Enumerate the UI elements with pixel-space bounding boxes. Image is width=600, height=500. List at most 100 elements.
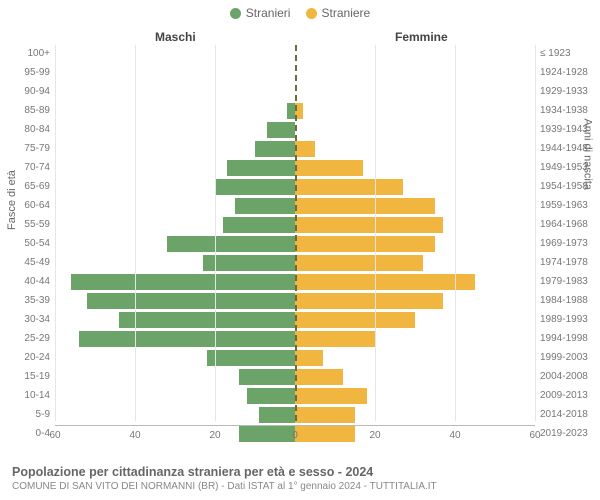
birth-label: 2014-2018 (540, 409, 595, 420)
bar-female (295, 407, 355, 423)
bar-female (295, 160, 363, 176)
birth-label: 1984-1988 (540, 295, 595, 306)
bar-female (295, 350, 323, 366)
bar-female (295, 331, 375, 347)
bar-female (295, 141, 315, 157)
legend-item-stranieri: Stranieri (230, 6, 291, 20)
birth-label: 1979-1983 (540, 276, 595, 287)
x-tick: 40 (443, 430, 467, 441)
chart-subtitle: COMUNE DI SAN VITO DEI NORMANNI (BR) - D… (12, 481, 588, 492)
age-label: 90-94 (5, 86, 50, 97)
birth-label: 1944-1948 (540, 143, 595, 154)
gridline (375, 45, 376, 421)
bar-female (295, 312, 415, 328)
x-tick: 40 (123, 430, 147, 441)
x-axis: 6040200204060 (55, 425, 535, 445)
bar-female (295, 198, 435, 214)
birth-label: 2004-2008 (540, 371, 595, 382)
bar-male (227, 160, 295, 176)
bar-male (247, 388, 295, 404)
age-label: 40-44 (5, 276, 50, 287)
bar-male (223, 217, 295, 233)
heading-males: Maschi (155, 30, 196, 44)
age-label: 60-64 (5, 200, 50, 211)
bar-male (119, 312, 295, 328)
bar-male (87, 293, 295, 309)
gridline (135, 45, 136, 421)
legend-label-male: Stranieri (246, 6, 291, 20)
age-label: 100+ (5, 48, 50, 59)
bar-male (239, 369, 295, 385)
gridline (55, 45, 56, 421)
bar-female (295, 217, 443, 233)
age-label: 55-59 (5, 219, 50, 230)
bar-male (267, 122, 295, 138)
age-label: 75-79 (5, 143, 50, 154)
birth-label: 1999-2003 (540, 352, 595, 363)
bar-male (79, 331, 295, 347)
age-label: 45-49 (5, 257, 50, 268)
chart-title: Popolazione per cittadinanza straniera p… (12, 465, 588, 479)
bar-male (255, 141, 295, 157)
chart-footer: Popolazione per cittadinanza straniera p… (12, 465, 588, 492)
birth-label: 1939-1943 (540, 124, 595, 135)
gridline (215, 45, 216, 421)
pyramid-plot: 100+≤ 192395-991924-192890-941929-193385… (55, 45, 535, 445)
heading-females: Femmine (395, 30, 448, 44)
bar-female (295, 369, 343, 385)
age-label: 85-89 (5, 105, 50, 116)
x-tick: 60 (523, 430, 547, 441)
age-label: 5-9 (5, 409, 50, 420)
bar-male (235, 198, 295, 214)
birth-label: 1964-1968 (540, 219, 595, 230)
gridline (535, 45, 536, 421)
x-tick: 60 (43, 430, 67, 441)
x-tick: 20 (203, 430, 227, 441)
birth-label: 1989-1993 (540, 314, 595, 325)
bar-male (71, 274, 295, 290)
bar-male (287, 103, 295, 119)
age-label: 80-84 (5, 124, 50, 135)
legend-label-female: Straniere (322, 6, 371, 20)
age-label: 35-39 (5, 295, 50, 306)
age-label: 70-74 (5, 162, 50, 173)
birth-label: 2019-2023 (540, 428, 595, 439)
legend-item-straniere: Straniere (306, 6, 371, 20)
birth-label: 1934-1938 (540, 105, 595, 116)
bar-male (207, 350, 295, 366)
birth-label: 1954-1958 (540, 181, 595, 192)
bar-female (295, 179, 403, 195)
age-label: 30-34 (5, 314, 50, 325)
bar-female (295, 293, 443, 309)
birth-label: 1949-1953 (540, 162, 595, 173)
birth-label: 1929-1933 (540, 86, 595, 97)
bar-male (203, 255, 295, 271)
birth-label: 1969-1973 (540, 238, 595, 249)
age-label: 15-19 (5, 371, 50, 382)
legend: Stranieri Straniere (0, 6, 600, 22)
bar-female (295, 274, 475, 290)
age-label: 10-14 (5, 390, 50, 401)
birth-label: ≤ 1923 (540, 48, 595, 59)
x-tick: 20 (363, 430, 387, 441)
age-label: 95-99 (5, 67, 50, 78)
gridline (455, 45, 456, 421)
age-label: 50-54 (5, 238, 50, 249)
birth-label: 1974-1978 (540, 257, 595, 268)
bar-male (259, 407, 295, 423)
birth-label: 1924-1928 (540, 67, 595, 78)
birth-label: 2009-2013 (540, 390, 595, 401)
x-tick: 0 (283, 430, 307, 441)
legend-swatch-male (230, 8, 241, 19)
age-label: 25-29 (5, 333, 50, 344)
center-divider (295, 45, 297, 421)
age-label: 65-69 (5, 181, 50, 192)
birth-label: 1959-1963 (540, 200, 595, 211)
bar-female (295, 388, 367, 404)
birth-label: 1994-1998 (540, 333, 595, 344)
legend-swatch-female (306, 8, 317, 19)
bar-female (295, 255, 423, 271)
bar-male (167, 236, 295, 252)
bar-male (215, 179, 295, 195)
age-label: 20-24 (5, 352, 50, 363)
